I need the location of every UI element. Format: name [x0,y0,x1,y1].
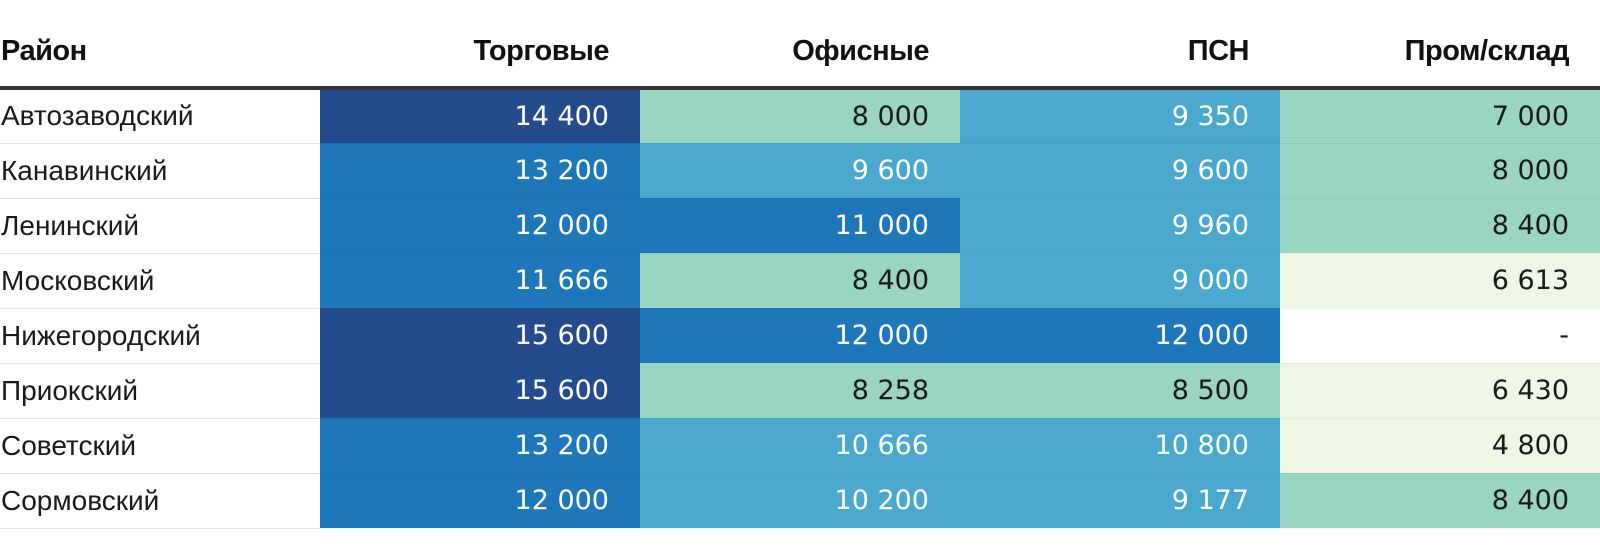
table-row: Московский 11 666 8 400 9 000 6 613 [0,253,1600,309]
heatmap-cell-office: 9 600 [640,143,960,199]
column-header-industrial[interactable]: Пром/склад [1280,0,1600,90]
heatmap-cell-office: 10 200 [640,473,960,529]
district-name: Нижегородский [0,308,320,364]
heatmap-cell-office: 10 666 [640,418,960,474]
heatmap-cell-retail: 11 666 [320,253,640,309]
column-header-district[interactable]: Район [0,0,320,90]
heatmap-cell-industrial: 7 000 [1280,88,1600,144]
heatmap-cell-retail: 13 200 [320,143,640,199]
heatmap-table-container: Район Торговые Офисные ПСН Пром/склад Ав… [0,0,1600,529]
heatmap-cell-office: 8 000 [640,88,960,144]
district-name: Сормовский [0,473,320,529]
heatmap-cell-industrial: 8 000 [1280,143,1600,199]
district-name: Канавинский [0,143,320,199]
heatmap-cell-retail: 12 000 [320,473,640,529]
table-row: Приокский 15 600 8 258 8 500 6 430 [0,363,1600,419]
heatmap-cell-industrial: 6 430 [1280,363,1600,419]
table-row: Нижегородский 15 600 12 000 12 000- [0,308,1600,364]
column-header-office[interactable]: Офисные [640,0,960,90]
heatmap-cell-industrial: - [1280,308,1600,364]
heatmap-cell-psn: 8 500 [960,363,1280,419]
table-body: Автозаводский 14 400 8 000 9 350 7 000 Канави… [0,88,1600,529]
district-name: Ленинский [0,198,320,254]
district-name: Приокский [0,363,320,419]
heatmap-cell-psn: 10 800 [960,418,1280,474]
heatmap-cell-industrial: 8 400 [1280,198,1600,254]
table-row: Советский 13 200 10 666 10 800 4 800 [0,418,1600,474]
heatmap-cell-office: 11 000 [640,198,960,254]
header-row: Район Торговые Офисные ПСН Пром/склад [0,0,1600,90]
heatmap-cell-office: 8 400 [640,253,960,309]
heatmap-cell-psn: 9 000 [960,253,1280,309]
heatmap-cell-psn: 9 960 [960,198,1280,254]
heatmap-cell-retail: 15 600 [320,308,640,364]
district-name: Советский [0,418,320,474]
heatmap-cell-psn: 9 350 [960,88,1280,144]
heatmap-cell-retail: 15 600 [320,363,640,419]
heatmap-cell-industrial: 4 800 [1280,418,1600,474]
heatmap-cell-industrial: 6 613 [1280,253,1600,309]
column-header-retail[interactable]: Торговые [320,0,640,90]
heatmap-cell-office: 8 258 [640,363,960,419]
heatmap-cell-psn: 12 000 [960,308,1280,364]
district-name: Автозаводский [0,88,320,144]
column-header-psn[interactable]: ПСН [960,0,1280,90]
heatmap-cell-retail: 14 400 [320,88,640,144]
district-name: Московский [0,253,320,309]
table-row: Канавинский 13 200 9 600 9 600 8 000 [0,143,1600,199]
heatmap-cell-psn: 9 600 [960,143,1280,199]
heatmap-cell-office: 12 000 [640,308,960,364]
table-row: Сормовский 12 000 10 200 9 177 8 400 [0,473,1600,529]
heatmap-cell-psn: 9 177 [960,473,1280,529]
table-row: Автозаводский 14 400 8 000 9 350 7 000 [0,88,1600,144]
table-row: Ленинский 12 000 11 000 9 960 8 400 [0,198,1600,254]
heatmap-cell-industrial: 8 400 [1280,473,1600,529]
heatmap-cell-retail: 13 200 [320,418,640,474]
heatmap-table: Район Торговые Офисные ПСН Пром/склад Ав… [0,0,1600,529]
heatmap-cell-retail: 12 000 [320,198,640,254]
